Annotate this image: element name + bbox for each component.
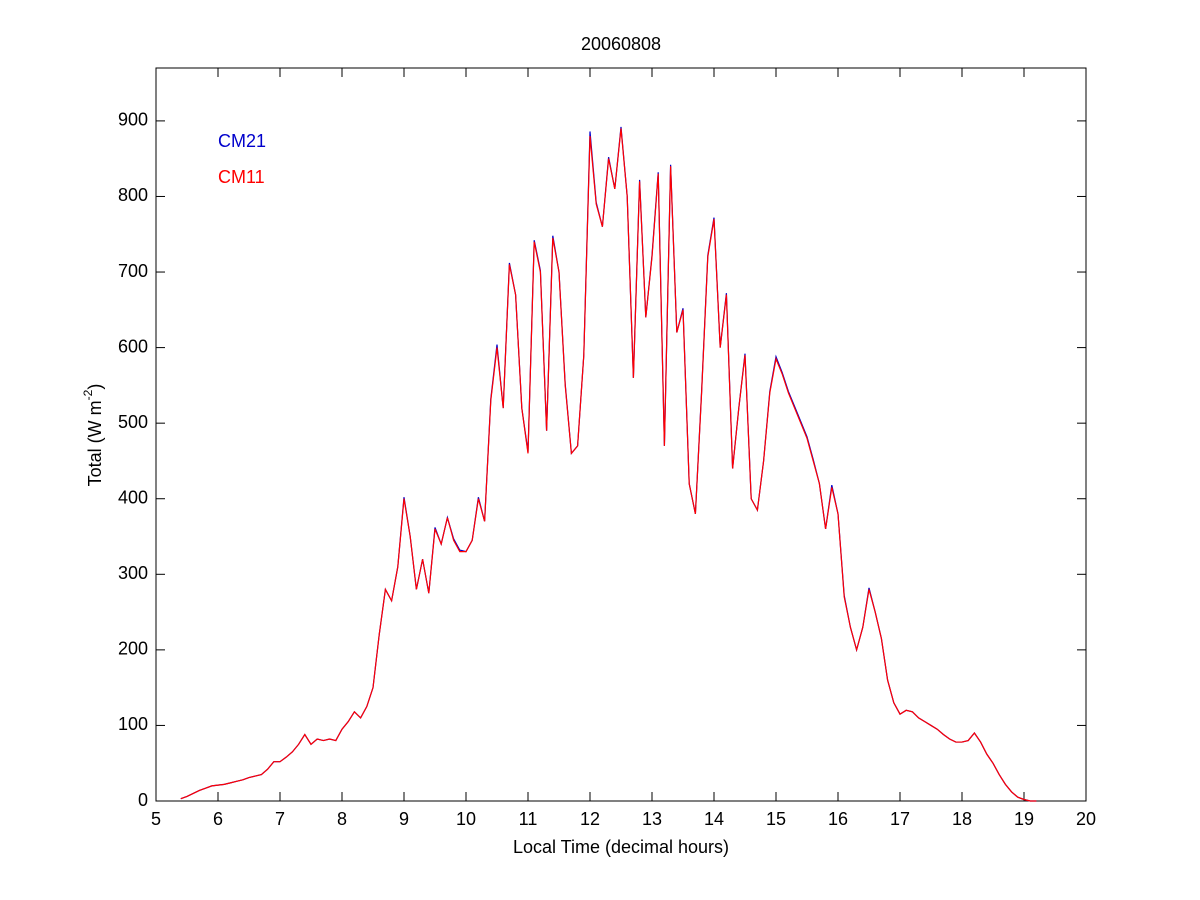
y-tick-label: 400 xyxy=(118,487,148,507)
y-tick-label: 900 xyxy=(118,110,148,130)
y-axis-label: Total (W m-2) xyxy=(81,384,105,487)
x-tick-label: 15 xyxy=(766,809,786,829)
y-label-text: Total (W m xyxy=(85,400,105,486)
x-tick-label: 14 xyxy=(704,809,724,829)
legend-entry: CM11 xyxy=(218,167,265,187)
x-tick-label: 5 xyxy=(151,809,161,829)
y-label-suffix: ) xyxy=(85,384,105,390)
x-tick-label: 20 xyxy=(1076,809,1096,829)
x-tick-label: 6 xyxy=(213,809,223,829)
x-tick-label: 8 xyxy=(337,809,347,829)
legend-entry: CM21 xyxy=(218,131,266,151)
axes-box xyxy=(155,67,1087,802)
x-tick-label: 7 xyxy=(275,809,285,829)
x-tick-label: 18 xyxy=(952,809,972,829)
y-tick-label: 700 xyxy=(118,261,148,281)
series-line xyxy=(180,128,1037,802)
x-tick-label: 12 xyxy=(580,809,600,829)
x-axis-label: Local Time (decimal hours) xyxy=(513,837,729,857)
y-tick-label: 300 xyxy=(118,563,148,583)
y-tick-label: 600 xyxy=(118,336,148,356)
x-tick-label: 17 xyxy=(890,809,910,829)
y-label-superscript: -2 xyxy=(81,389,95,400)
y-tick-label: 200 xyxy=(118,639,148,659)
y-tick-label: 500 xyxy=(118,412,148,432)
y-tick-label: 800 xyxy=(118,185,148,205)
x-tick-label: 11 xyxy=(519,809,538,829)
y-tick-label: 100 xyxy=(118,714,148,734)
x-tick-label: 16 xyxy=(828,809,848,829)
y-tick-label: 0 xyxy=(138,790,148,810)
x-tick-label: 10 xyxy=(456,809,476,829)
x-tick-label: 19 xyxy=(1014,809,1034,829)
x-tick-label: 13 xyxy=(642,809,662,829)
chart-title: 20060808 xyxy=(581,34,661,54)
x-tick-label: 9 xyxy=(399,809,409,829)
